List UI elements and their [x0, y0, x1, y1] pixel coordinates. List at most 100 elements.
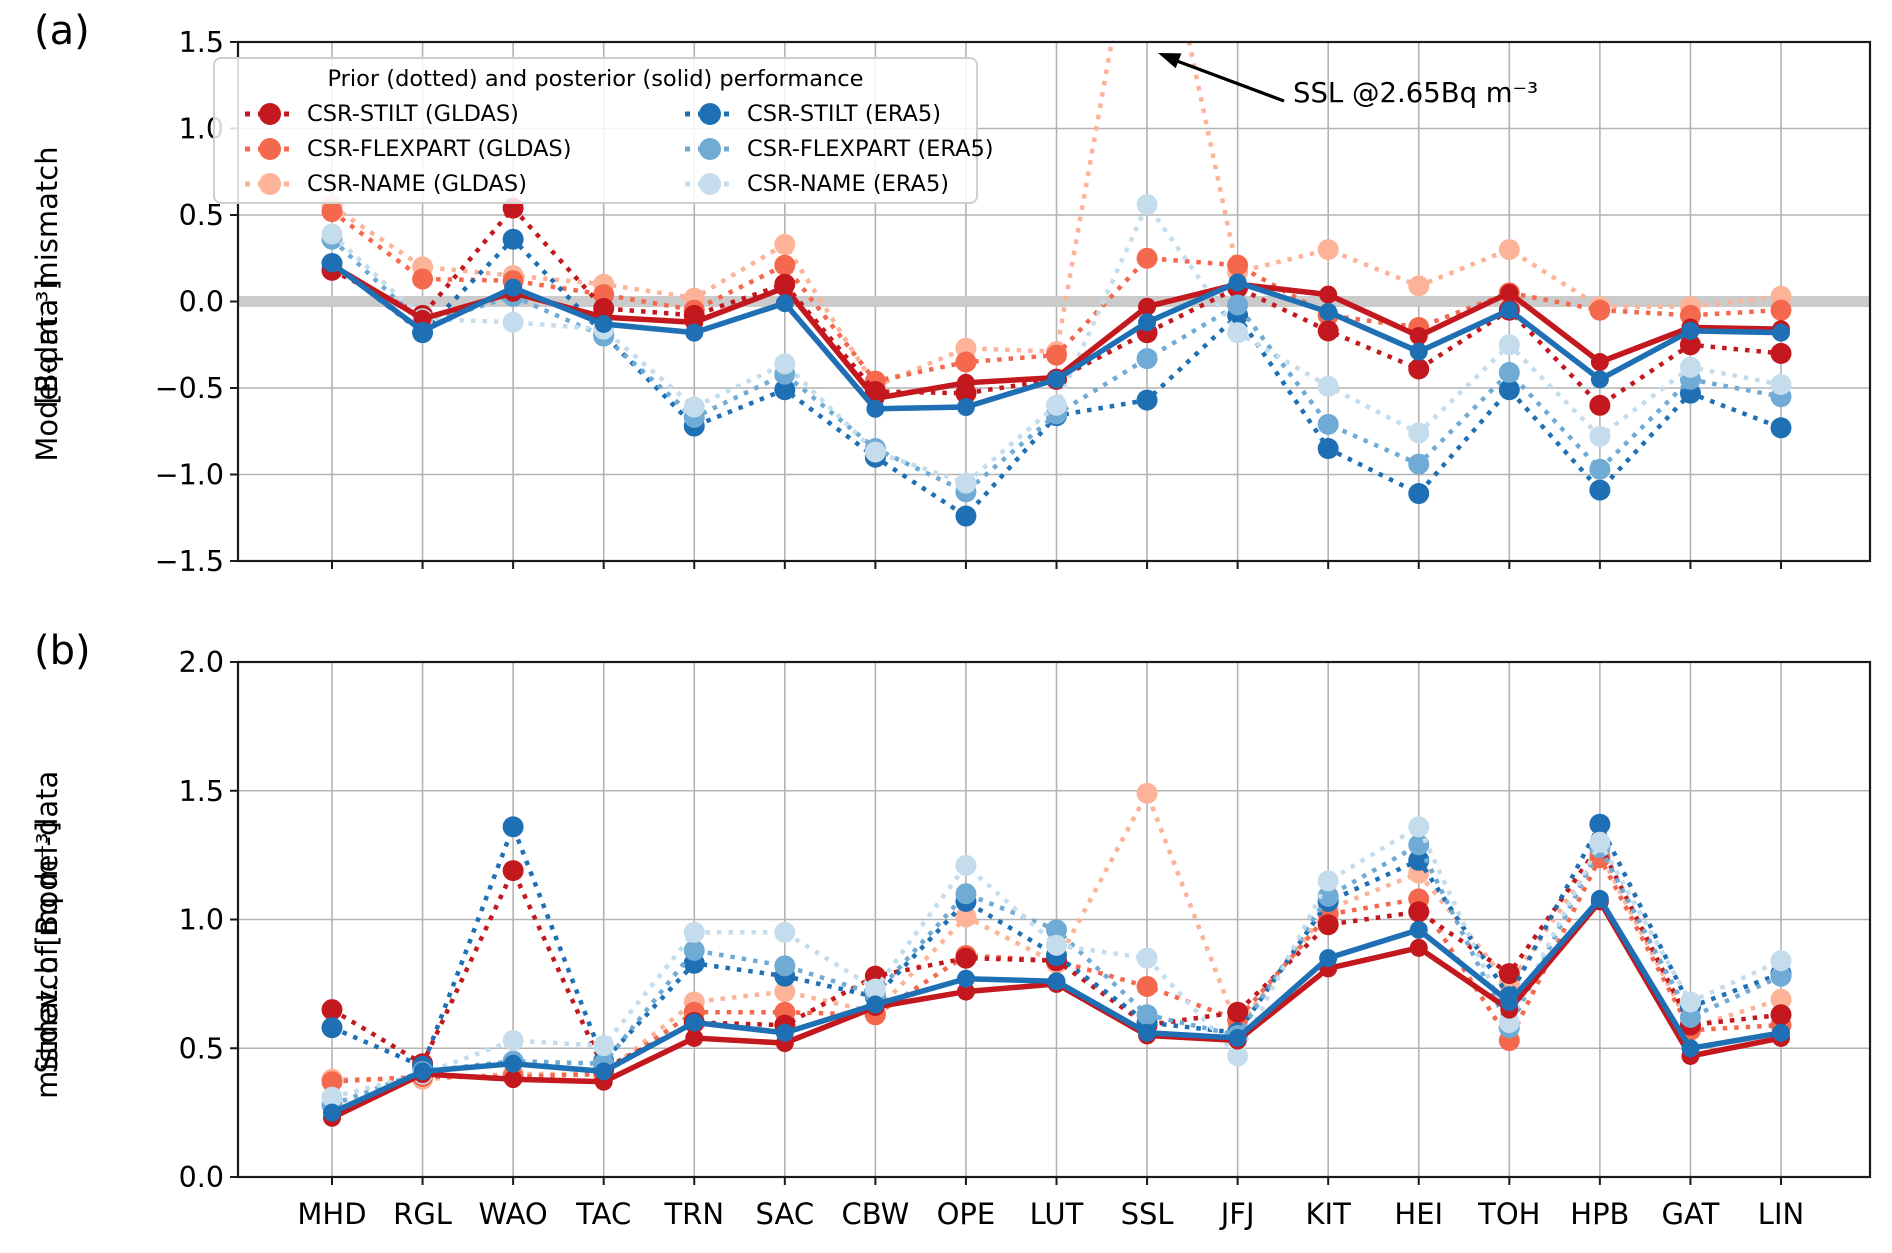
series-prior-csr-flexpart-gldas-marker-MHD — [321, 1071, 343, 1093]
dotted-line-marker-icon — [685, 102, 735, 125]
series-prior-csr-stilt-era5-marker-HPB — [1589, 813, 1611, 835]
series-prior-csr-stilt-gldas-marker-HPB — [1589, 394, 1611, 416]
series-prior-csr-name-era5-marker-TAC — [593, 1035, 615, 1057]
series-posterior-gldas-marker-SAC — [775, 278, 794, 297]
series-posterior-era5-marker-WAO — [504, 278, 523, 297]
series-prior-csr-name-era5-marker-TRN — [683, 921, 705, 943]
legend-circle-marker — [699, 172, 721, 195]
x-tick-label-KIT: KIT — [1306, 1197, 1352, 1231]
series-prior-csr-stilt-gldas-marker-GAT — [1679, 334, 1701, 356]
series-prior-csr-flexpart-era5-marker-SSL — [1136, 348, 1158, 370]
series-posterior-gldas-marker-SSL — [1138, 297, 1157, 316]
series-prior-csr-name-era5-marker-WAO — [502, 1030, 524, 1052]
series-posterior-era5-marker-TOH — [1500, 301, 1519, 320]
series-posterior-era5-marker-CBW — [866, 995, 885, 1014]
legend-circle-marker — [699, 102, 721, 125]
x-tick-label-HPB: HPB — [1570, 1197, 1629, 1231]
series-prior-csr-name-era5-marker-SSL — [1136, 194, 1158, 216]
legend-entry-csr-stilt-gldas: CSR-STILT (GLDAS) — [243, 96, 683, 131]
series-prior-csr-name-era5-marker-LUT — [1046, 394, 1067, 416]
legend-title: Prior (dotted) and posterior (solid) per… — [327, 66, 864, 92]
series-posterior-era5-marker-TAC — [594, 1062, 613, 1081]
x-tick-label-GAT: GAT — [1662, 1197, 1720, 1231]
series-posterior-era5-marker-MHD — [323, 254, 341, 273]
series-prior-csr-name-era5-marker-LUT — [1046, 934, 1067, 956]
series-prior-csr-name-era5-marker-MHD — [321, 1086, 343, 1108]
series-posterior-era5-marker-LIN — [1772, 1023, 1790, 1042]
y-tick-label: −0.5 — [155, 372, 224, 405]
arrow-head-icon — [1158, 53, 1182, 69]
series-posterior-era5-marker-SAC — [775, 1023, 794, 1042]
series-prior-csr-flexpart-era5-marker-TOH — [1498, 361, 1520, 383]
series-posterior-era5-marker-HEI — [1409, 920, 1428, 939]
series-prior-csr-flexpart-era5-marker-KIT — [1317, 413, 1339, 435]
series-posterior-era5-marker-LUT — [1047, 370, 1066, 389]
y-tick-label: 0.0 — [179, 286, 224, 319]
series-posterior-gldas-marker-HEI — [1409, 327, 1428, 346]
series-prior-csr-stilt-era5-marker-HPB — [1589, 479, 1611, 501]
panel-b: 2.0 1.5 1.0 0.5 0.0 — [179, 646, 1872, 1194]
series-posterior-era5-marker-WAO — [504, 1054, 523, 1073]
series-prior-csr-name-era5-marker-LIN — [1770, 374, 1792, 396]
series-prior-csr-flexpart-era5-marker-SSL — [1136, 1004, 1158, 1026]
series-prior-csr-stilt-era5-marker-SAC — [774, 379, 796, 401]
series-prior-csr-name-era5-marker-HEI — [1408, 816, 1430, 838]
series-layer — [321, 782, 1792, 1127]
series-posterior-era5-marker-LUT — [1047, 972, 1066, 991]
series-posterior-era5-marker-TRN — [685, 323, 704, 342]
series-prior-csr-stilt-gldas-marker-OPE — [955, 947, 977, 969]
series-prior-csr-name-gldas-marker-HEI — [1408, 275, 1430, 297]
series-prior-csr-name-era5-marker-SAC — [774, 353, 796, 375]
series-prior-csr-stilt-era5-marker-WAO — [502, 816, 524, 838]
series-prior-csr-flexpart-era5-marker-HEI — [1408, 834, 1430, 856]
series-posterior-era5-marker-TOH — [1500, 992, 1519, 1011]
series-prior-csr-name-era5-marker-TOH — [1498, 334, 1520, 356]
series-prior-csr-stilt-era5-marker-SSL — [1136, 389, 1158, 411]
series-posterior-era5-marker-LIN — [1772, 323, 1790, 342]
legend-circle-marker — [259, 172, 281, 195]
dotted-line-marker-icon — [245, 137, 295, 160]
series-prior-csr-name-era5-marker-KIT — [1317, 375, 1339, 397]
dotted-line-marker-icon — [685, 137, 735, 160]
ssl-annotation-arrow — [1158, 53, 1285, 103]
series-prior-csr-name-gldas-marker-SAC — [774, 981, 796, 1003]
series-prior-csr-stilt-gldas-marker-KIT — [1317, 320, 1339, 342]
x-tick-label-JFJ: JFJ — [1219, 1197, 1255, 1231]
x-tick-label-RGL: RGL — [393, 1197, 452, 1231]
y-tick-label: 0.5 — [179, 199, 224, 232]
series-posterior-gldas-marker-KIT — [1319, 285, 1338, 304]
legend-circle-marker — [259, 102, 281, 125]
series-prior-csr-flexpart-era5-marker-OPE — [955, 883, 977, 905]
y-tick-label: 2.0 — [179, 646, 224, 679]
series-posterior-era5-marker-TAC — [594, 314, 613, 333]
series-prior-csr-flexpart-gldas-marker-SAC — [774, 254, 796, 276]
series-prior-csr-stilt-gldas-marker-LIN — [1770, 342, 1792, 364]
y-tick-label: −1.5 — [155, 545, 224, 578]
series-prior-csr-name-era5-marker-HPB — [1589, 831, 1611, 853]
series-prior-csr-flexpart-era5-marker-TRN — [683, 939, 705, 961]
series-prior-csr-flexpart-era5-marker-GAT — [1679, 1006, 1701, 1028]
legend-entry-label: CSR-STILT (GLDAS) — [307, 100, 519, 127]
y-tick-label: −1.0 — [155, 459, 224, 492]
x-tick-label-WAO: WAO — [479, 1197, 548, 1231]
series-prior-csr-flexpart-era5-marker-HEI — [1408, 453, 1430, 475]
x-tick-label-TAC: TAC — [575, 1197, 631, 1231]
series-posterior-era5-marker-HEI — [1409, 342, 1428, 361]
series-prior-csr-name-era5-marker-SSL — [1136, 947, 1158, 969]
legend-entry-csr-stilt-era5: CSR-STILT (ERA5) — [683, 96, 994, 131]
series-posterior-era5-marker-HPB — [1590, 889, 1609, 908]
series-prior-csr-name-gldas-marker-TOH — [1498, 239, 1520, 261]
series-prior-csr-stilt-gldas-marker-JFJ — [1227, 1001, 1249, 1023]
panel-b-label: (b) — [34, 628, 91, 674]
y-tick-label: 0.0 — [179, 1161, 224, 1194]
series-prior-csr-name-era5-marker-HEI — [1408, 422, 1430, 444]
series-prior-csr-stilt-era5-marker-TOH — [1498, 379, 1520, 401]
arrow-line — [1176, 59, 1285, 103]
legend-entry-label: CSR-STILT (ERA5) — [747, 100, 942, 127]
ssl-annotation-text: SSL @2.65Bq m⁻³ — [1293, 77, 1539, 109]
series-prior-csr-name-era5-marker-LIN — [1770, 950, 1792, 972]
series-prior-csr-stilt-era5-marker-MHD — [321, 1017, 343, 1039]
panel-b-ylabel-line2: mismatch [Bq m⁻³] — [30, 821, 64, 1099]
x-tick-label-CBW: CBW — [841, 1197, 909, 1231]
